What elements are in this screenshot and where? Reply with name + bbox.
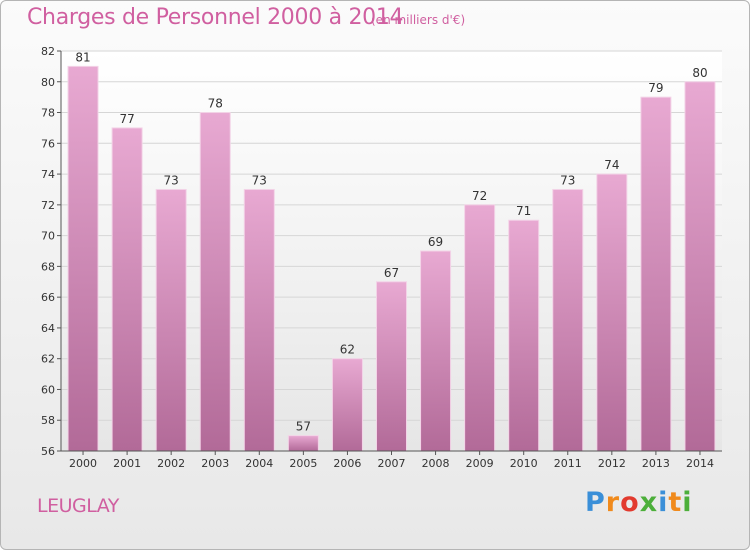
data-label: 62 (340, 343, 355, 357)
bar (420, 250, 452, 452)
bar (243, 188, 275, 452)
logo-letter: o (620, 487, 640, 518)
x-tick-label: 2003 (201, 457, 229, 470)
data-label: 77 (119, 112, 134, 126)
x-tick-label: 2011 (554, 457, 582, 470)
logo-letter: r (605, 487, 621, 518)
x-tick-label: 2001 (113, 457, 141, 470)
x-tick-label: 2008 (422, 457, 450, 470)
data-label: 71 (516, 204, 531, 218)
x-tick-label: 2000 (69, 457, 97, 470)
y-tick-label: 78 (41, 107, 55, 120)
x-tick-label: 2010 (510, 457, 538, 470)
data-label: 79 (648, 81, 663, 95)
x-tick-label: 2014 (686, 457, 714, 470)
bar (552, 188, 584, 452)
y-tick-label: 82 (41, 45, 55, 58)
data-label: 73 (164, 173, 179, 187)
bar (640, 96, 672, 452)
y-tick-label: 72 (41, 199, 55, 212)
data-label: 72 (472, 189, 487, 203)
x-tick-label: 2006 (333, 457, 361, 470)
y-tick-label: 80 (41, 76, 55, 89)
proxiti-logo[interactable]: Proxiti (585, 487, 693, 518)
y-tick-label: 62 (41, 353, 55, 366)
y-tick-label: 56 (41, 445, 55, 458)
chart-title: Charges de Personnel 2000 à 2014 (27, 5, 404, 30)
logo-letter: x (639, 487, 659, 518)
bar (508, 219, 540, 452)
y-tick-label: 60 (41, 383, 55, 396)
bar (111, 127, 143, 452)
x-tick-label: 2013 (642, 457, 670, 470)
bar (199, 112, 231, 452)
logo-letter: i (658, 487, 669, 518)
data-label: 67 (384, 266, 399, 280)
y-tick-label: 76 (41, 137, 55, 150)
y-tick-label: 64 (41, 322, 55, 335)
y-tick-label: 66 (41, 291, 55, 304)
data-label: 73 (252, 173, 267, 187)
y-tick-label: 70 (41, 230, 55, 243)
bar (155, 188, 187, 452)
data-label: 80 (692, 66, 707, 80)
x-tick-label: 2009 (466, 457, 494, 470)
commune-name: LEUGLAY (37, 495, 119, 517)
bar (596, 173, 628, 452)
data-label: 78 (208, 97, 223, 111)
data-label: 69 (428, 235, 443, 249)
data-label: 73 (560, 173, 575, 187)
y-tick-label: 74 (41, 168, 55, 181)
bar (287, 435, 319, 452)
x-tick-label: 2004 (245, 457, 273, 470)
bar (67, 65, 99, 452)
logo-letter: t (668, 487, 683, 518)
logo-letter: i (682, 487, 693, 518)
x-tick-label: 2007 (378, 457, 406, 470)
y-tick-label: 58 (41, 414, 55, 427)
x-tick-label: 2002 (157, 457, 185, 470)
logo-letter: P (585, 487, 606, 518)
data-label: 81 (75, 50, 90, 64)
y-tick-label: 68 (41, 260, 55, 273)
x-tick-label: 2005 (289, 457, 317, 470)
data-label: 57 (296, 420, 311, 434)
bar (684, 81, 716, 452)
chart-subtitle: (en milliers d'€) (371, 13, 466, 27)
bar (331, 358, 363, 452)
bar (464, 204, 496, 452)
bar (376, 281, 407, 452)
data-label: 74 (604, 158, 619, 172)
x-tick-label: 2012 (598, 457, 626, 470)
